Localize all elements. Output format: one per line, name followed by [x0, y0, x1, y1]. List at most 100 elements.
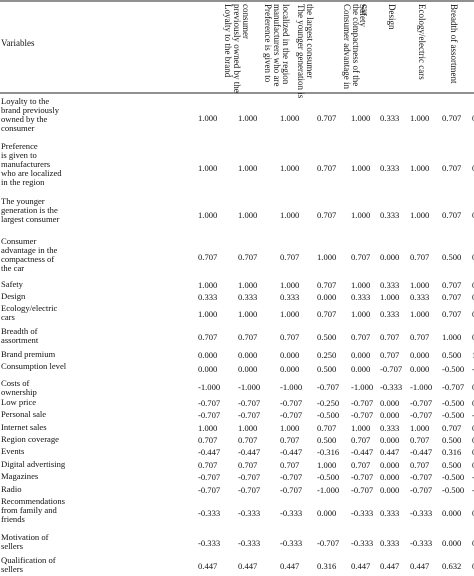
table-cell: 0.000 [442, 508, 461, 518]
table-cell: 1.000 [410, 280, 429, 290]
row-label-line: Consumer [1, 236, 36, 246]
table-cell: 0.000 [472, 398, 474, 408]
table-cell: 0.000 [198, 364, 217, 374]
table-cell: -0.333 [198, 508, 220, 518]
column-header-line: car [360, 4, 370, 15]
table-cell: -1.000 [280, 382, 302, 392]
table-cell: 0.000 [472, 163, 474, 173]
table-cell: 0.333 [380, 423, 399, 433]
table-cell: 0.632 [442, 561, 461, 571]
table-cell: -0.500 [442, 472, 464, 482]
column-header-2: The younger generation is the largest con… [296, 4, 315, 99]
table-cell: -0.333 [410, 508, 432, 518]
table-cell: 0.000 [380, 435, 399, 445]
table-cell: -0.250 [472, 410, 474, 420]
table-cell: -0.500 [317, 410, 339, 420]
table-cell: -0.707 [410, 398, 433, 408]
table-cell: 1.000 [238, 423, 257, 433]
table-cell: 0.250 [472, 460, 474, 470]
table-cell: 1.000 [280, 113, 299, 123]
row-label-line: consumer [1, 123, 35, 133]
table-cell: 0.333 [380, 508, 399, 518]
table-cell: 0.707 [380, 350, 400, 360]
table-cell: 0.000 [380, 472, 399, 482]
row-label-line: Digital advertising [1, 459, 66, 469]
column-header-7: Breadth of assortment [449, 4, 459, 84]
table-cell: 1.000 [380, 292, 399, 302]
table-cell: 0.500 [317, 364, 336, 374]
row-label-line: Loyalty to the [1, 96, 49, 106]
table-cell: 0.500 [317, 435, 336, 445]
table-cell: -0.333 [198, 538, 220, 548]
table-cell: 1.000 [351, 113, 370, 123]
row-label-line: in the region [1, 177, 45, 187]
row-label-line: manufacturers [1, 159, 51, 169]
table-cell: -0.333 [238, 538, 260, 548]
row-label-line: Qualification of [1, 555, 56, 565]
table-cell: 1.000 [198, 163, 217, 173]
table-cell: 0.447 [280, 561, 300, 571]
column-header-6: Ecology/electric cars [417, 4, 427, 80]
table-cell: 0.707 [351, 332, 371, 342]
table-cell: 1.000 [351, 210, 370, 220]
table-cell: 0.707 [351, 435, 371, 445]
table-cell: -0.316 [317, 447, 340, 457]
table-cell: 1.000 [238, 309, 257, 319]
table-cell: -0.333 [280, 508, 302, 518]
table-cell: 1.000 [351, 309, 370, 319]
table-cell: 0.707 [198, 252, 218, 262]
table-cell: -0.447 [198, 447, 221, 457]
table-cell: -0.447 [351, 447, 374, 457]
row-label-line: generation is the [1, 205, 58, 215]
table-cell: -0.707 [410, 410, 433, 420]
table-cell: 0.707 [410, 435, 430, 445]
row-label-line: who are localized [1, 168, 62, 178]
table-cell: -1.000 [351, 382, 373, 392]
table-row: Low price -0.707 -0.707 -0.707 -0.250 -0.707 0… [1, 397, 474, 408]
table-cell: -0.707 [280, 485, 303, 495]
table-cell: 0.000 [280, 364, 299, 374]
table-cell: 0.000 [442, 538, 461, 548]
table-cell: 1.000 [238, 163, 257, 173]
table-cell: 1.000 [238, 113, 257, 123]
table-cell: -0.707 [280, 472, 303, 482]
table-cell: -0.707 [198, 485, 221, 495]
table-cell: 1.000 [280, 163, 299, 173]
row-label-line: Consumption level [1, 361, 67, 371]
table-cell: -1.000 [198, 382, 220, 392]
table-cell: 1.000 [238, 280, 257, 290]
table-cell: 0.000 [317, 508, 336, 518]
row-label-line: Safety [1, 279, 24, 289]
table-cell: 0.707 [238, 460, 258, 470]
table-cell: 0.707 [410, 332, 430, 342]
table-cell: 0.000 [472, 210, 474, 220]
table-cell: 0.000 [238, 350, 257, 360]
column-header-line: Consumer advantage in [342, 4, 352, 89]
table-cell: 0.316 [317, 561, 337, 571]
table-cell: -0.707 [198, 472, 221, 482]
table-cell: 0.707 [317, 423, 337, 433]
table-cell: -0.707 [238, 485, 261, 495]
table-cell: 1.000 [238, 210, 257, 220]
table-cell: 0.250 [472, 252, 474, 262]
table-cell: -0.707 [238, 398, 261, 408]
table-cell: 1.000 [410, 113, 429, 123]
row-label-line: Costs of [1, 378, 30, 388]
table-cell: -0.707 [238, 410, 261, 420]
table-cell: 0.707 [351, 252, 371, 262]
table-cell: 1.000 [410, 309, 429, 319]
table-row: Events -0.447 -0.447 -0.447 -0.316 -0.447 0.44… [1, 446, 474, 457]
row-label-line: Brand premium [1, 349, 55, 359]
row-label-line: The younger [1, 196, 45, 206]
table-cell: -0.500 [442, 410, 464, 420]
table-cell: 1.000 [442, 332, 461, 342]
row-label-line: Magazines [1, 471, 39, 481]
table-cell: 0.707 [317, 280, 337, 290]
row-label-line: Ecology/electric [1, 303, 57, 313]
row-label-line: Motivation of [1, 532, 49, 542]
table-cell: 0.707 [410, 460, 430, 470]
row-label-line: Low price [1, 397, 36, 407]
